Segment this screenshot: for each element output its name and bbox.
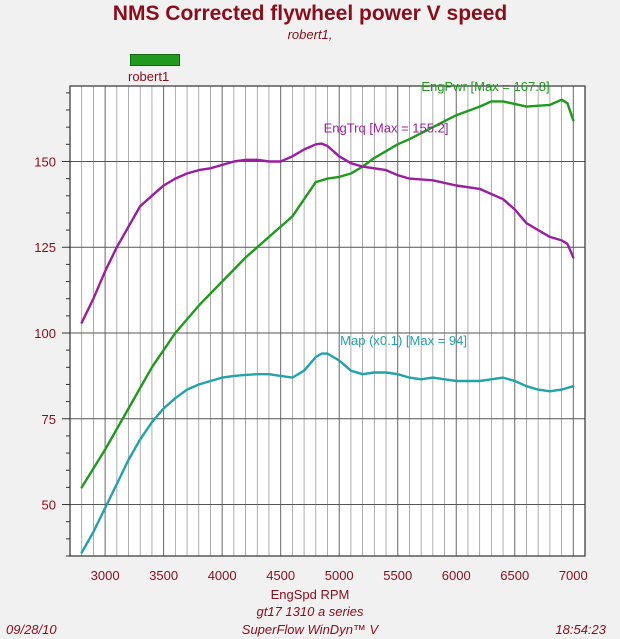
- legend-label: robert1: [128, 69, 170, 84]
- vertical-grid: [81, 86, 574, 556]
- y-tick-label: 75: [42, 412, 56, 427]
- x-axis-label: EngSpd RPM: [270, 587, 350, 602]
- y-tick-label: 125: [34, 240, 56, 255]
- x-tick-label: 6500: [500, 568, 529, 583]
- y-tick-label: 100: [34, 326, 56, 341]
- test-time: 18:54:23: [555, 622, 606, 637]
- software-name: SuperFlow WinDyn™ V: [241, 622, 379, 637]
- plot-frame: [69, 85, 586, 557]
- horizontal-grid: [70, 160, 585, 506]
- y-tick-label: 150: [34, 154, 56, 169]
- series-labels: EngPwr [Max = 167.8] EngTrq [Max = 155.2]…: [324, 79, 550, 348]
- x-tick-label: 4500: [266, 568, 295, 583]
- y-axis-ticks: 50 75 100 125 150: [34, 92, 70, 557]
- series-label-2: Map (x0.1) [Max = 94]: [340, 333, 467, 348]
- series-line-2: [80, 352, 575, 554]
- x-tick-label: 3000: [91, 568, 120, 583]
- x-tick-label: 3500: [149, 568, 178, 583]
- x-tick-label: 4000: [208, 568, 237, 583]
- x-axis-ticks: 3000 3500 4000 4500 5000 5500 6000 6500 7000: [91, 568, 588, 583]
- y-tick-label: 50: [42, 498, 56, 513]
- chart-title: NMS Corrected flywheel power V speed: [112, 2, 508, 25]
- x-tick-label: 7000: [559, 568, 588, 583]
- test-series-name: gt17 1310 a series: [256, 604, 364, 619]
- legend-swatch: [130, 54, 180, 66]
- series-line-1: [80, 142, 575, 324]
- x-tick-label: 5000: [325, 568, 354, 583]
- x-tick-label: 5500: [383, 568, 412, 583]
- x-tick-label: 6000: [442, 568, 471, 583]
- series-line-0: [80, 98, 575, 489]
- test-date: 09/28/10: [6, 622, 57, 637]
- chart-subtitle: robert1,: [287, 27, 333, 42]
- series-lines: [80, 98, 575, 554]
- series-label-1: EngTrq [Max = 155.2]: [324, 120, 449, 135]
- series-label-0: EngPwr [Max = 167.8]: [421, 79, 549, 94]
